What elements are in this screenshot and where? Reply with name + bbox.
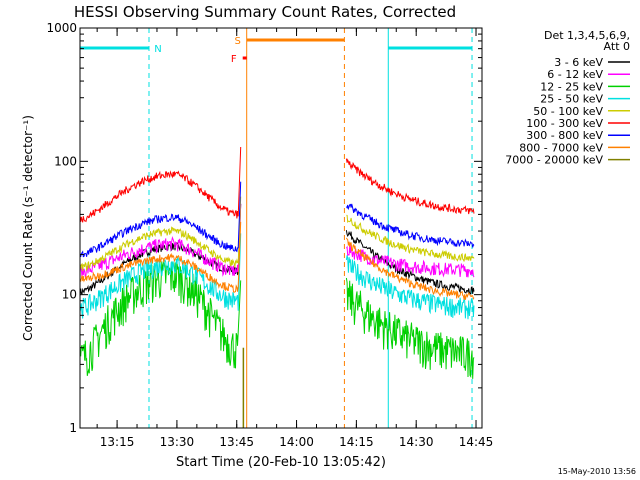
legend-label-9: 7000 - 20000 keV xyxy=(505,154,603,167)
series-line-post-6 xyxy=(345,158,475,215)
series-line-post-8 xyxy=(345,237,475,300)
axes: 1 10 100 1000 13:15 13:30 13:45 14:00 14:15 14:30… xyxy=(46,21,493,449)
flag-label-S: S xyxy=(235,36,241,47)
x-tick-label-3: 13:45 xyxy=(219,435,254,449)
x-tick-label-4: 14:00 xyxy=(279,435,314,449)
x-tick-label-6: 14:30 xyxy=(399,435,434,449)
legend-label-6: 100 - 300 keV xyxy=(526,117,603,130)
plot-area: N SF xyxy=(79,28,475,428)
legend-label-8: 800 - 7000 keV xyxy=(519,141,603,154)
x-tick-label-7: 14:45 xyxy=(459,435,494,449)
series-line-pre-8 xyxy=(79,221,242,293)
series-line-pre-7 xyxy=(79,181,242,258)
legend-label-7: 300 - 800 keV xyxy=(526,129,603,142)
x-axis-label: Start Time (20-Feb-10 13:05:42) xyxy=(176,455,386,470)
series-line-post-4 xyxy=(345,255,475,320)
legend-title-line-2: Att 0 xyxy=(604,40,630,53)
footer-date: 15-May-2010 13:56 xyxy=(558,467,636,476)
y-tick-label-2: 10 xyxy=(62,288,77,302)
flag-label-N: N xyxy=(154,44,161,55)
series-line-pre-4 xyxy=(79,233,242,319)
legend-label-5: 50 - 100 keV xyxy=(533,105,603,118)
x-tick-label-5: 14:15 xyxy=(339,435,374,449)
series-line-post-2 xyxy=(345,244,475,278)
y-tick-label-3: 100 xyxy=(54,154,77,168)
flag-label-F: F xyxy=(231,54,237,65)
series-line-pre-6 xyxy=(79,146,242,223)
series-line-pre-2 xyxy=(79,203,242,279)
series-line-pre-3 xyxy=(79,259,242,376)
y-tick-label-4: 1000 xyxy=(46,21,77,35)
y-tick-label-1: 1 xyxy=(69,421,77,435)
legend-label-3: 12 - 25 keV xyxy=(540,80,603,93)
chart-title: HESSI Observing Summary Count Rates, Cor… xyxy=(74,3,456,21)
legend-label-4: 25 - 50 keV xyxy=(540,93,603,106)
series-line-pre-5 xyxy=(79,196,242,272)
legend-label-1: 3 - 6 keV xyxy=(554,56,603,69)
y-axis-label: Corrected Count Rate (s⁻¹ detector⁻¹) xyxy=(21,115,35,341)
x-tick-label-1: 13:15 xyxy=(100,435,135,449)
x-tick-label-2: 13:30 xyxy=(160,435,195,449)
legend-title-line-1: Det 1,3,4,5,6,9, xyxy=(544,29,630,42)
series-line-post-7 xyxy=(345,203,475,248)
plot-frame xyxy=(79,27,483,429)
legend-label-2: 6 - 12 keV xyxy=(547,68,603,81)
series-line-post-5 xyxy=(346,214,475,262)
series-line-post-1 xyxy=(345,230,475,295)
series-line-post-3 xyxy=(345,277,475,379)
